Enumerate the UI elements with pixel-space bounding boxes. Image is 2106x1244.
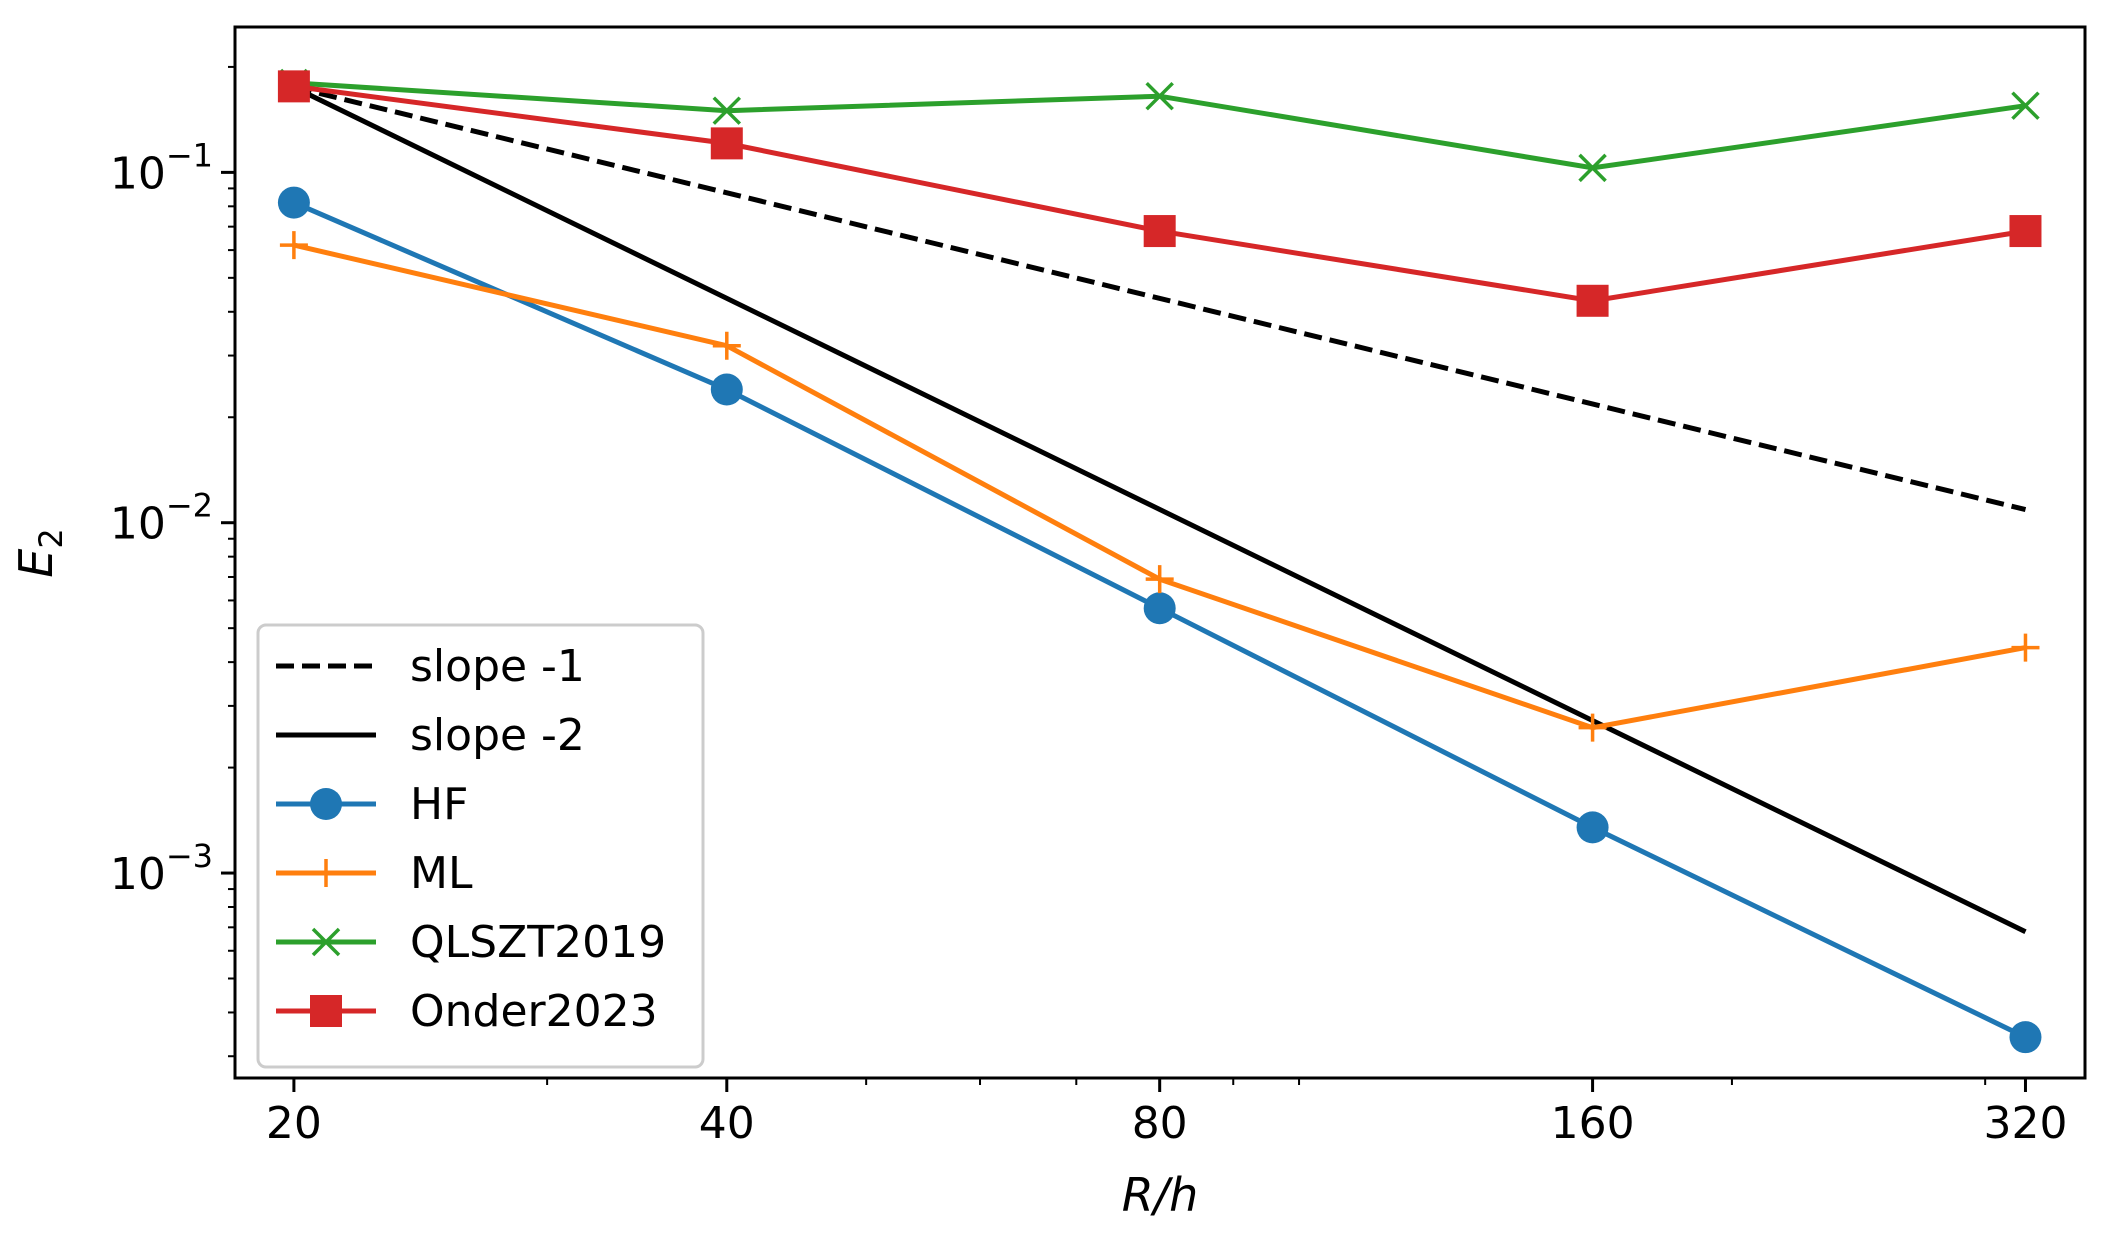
- series-line-slope-1: [293, 84, 2027, 513]
- data-point-onder2023: [710, 127, 743, 160]
- y-tick-label: 10−2: [110, 487, 213, 550]
- legend-label: Onder2023: [410, 986, 658, 1037]
- x-tick-label: 40: [699, 1098, 755, 1149]
- legend-label: QLSZT2019: [410, 917, 666, 968]
- legend-item-onder2023: Onder2023: [276, 986, 658, 1037]
- legend-marker: [310, 788, 342, 820]
- legend-marker: [311, 927, 341, 957]
- legend-marker: [310, 995, 342, 1027]
- data-point-onder2023: [277, 70, 310, 103]
- y-axis-label: E2: [9, 528, 70, 577]
- legend-item-ml: ML: [276, 848, 473, 899]
- legend-marker: [312, 859, 340, 887]
- data-point-qlszt2019: [1578, 153, 1607, 183]
- data-point-hf: [2009, 1021, 2042, 1054]
- y-axis-label-main: E: [9, 549, 63, 578]
- legend: slope -1 slope -2 HF ML QLSZT2019 Onder2023: [256, 623, 705, 1069]
- x-tick-label: 80: [1132, 1098, 1188, 1149]
- legend-label: HF: [410, 779, 468, 830]
- data-point-ml: [1145, 565, 1174, 594]
- data-point-hf: [710, 373, 743, 406]
- data-point-hf: [1576, 811, 1609, 844]
- series-slope-1: [293, 84, 2027, 513]
- data-point-hf: [277, 186, 310, 219]
- series-layer: [277, 68, 2042, 1054]
- series-line-slope-2: [292, 84, 2027, 934]
- series-slope-2: [292, 84, 2027, 934]
- data-point-onder2023: [2009, 215, 2042, 248]
- legend-label: ML: [410, 848, 473, 899]
- data-point-qlszt2019: [2011, 91, 2040, 120]
- data-point-onder2023: [1576, 284, 1609, 317]
- legend-item-qlszt2019: QLSZT2019: [276, 917, 666, 968]
- data-point-onder2023: [1143, 215, 1176, 248]
- data-point-hf: [1143, 592, 1176, 625]
- plot-frame: [233, 25, 2087, 1080]
- x-tick-label: 20: [266, 1098, 322, 1149]
- data-point-ml: [279, 231, 308, 260]
- y-tick-label: 10−1: [110, 136, 213, 199]
- series-onder2023: [277, 70, 2042, 317]
- legend-label: slope -2: [410, 710, 585, 761]
- y-tick-label: 10−3: [110, 837, 213, 900]
- legend-item-hf: HF: [276, 779, 468, 830]
- y-axis-label-sub: 2: [32, 528, 70, 548]
- tick-layer: 20 40 80 160 320 10−3 10−2 10−1: [110, 65, 2067, 1149]
- data-point-ml: [2011, 633, 2040, 662]
- data-point-ml: [1578, 713, 1607, 742]
- data-point-qlszt2019: [712, 96, 742, 125]
- series-qlszt2019: [279, 68, 2040, 183]
- legend-item-slope-2: slope -2: [276, 710, 585, 761]
- legend-label: slope -1: [410, 641, 585, 692]
- x-tick-label: 320: [1983, 1098, 2067, 1149]
- x-tick-label: 160: [1551, 1098, 1635, 1149]
- data-point-ml: [712, 331, 741, 360]
- series-ml: [279, 231, 2040, 742]
- x-axis-label: R/h: [1122, 1168, 1199, 1222]
- data-point-qlszt2019: [1145, 81, 1174, 111]
- series-hf: [277, 186, 2042, 1054]
- legend-item-slope-1: slope -1: [276, 641, 585, 692]
